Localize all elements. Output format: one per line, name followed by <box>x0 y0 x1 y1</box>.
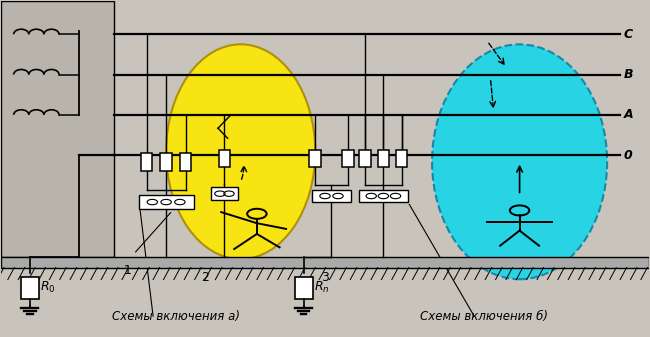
Ellipse shape <box>166 44 315 259</box>
Bar <box>312 190 351 203</box>
Bar <box>141 153 153 171</box>
Bar <box>179 153 191 171</box>
Bar <box>342 150 354 167</box>
Bar <box>359 190 408 203</box>
Ellipse shape <box>432 44 607 279</box>
Text: C: C <box>623 28 632 41</box>
Bar <box>1 1 114 257</box>
Text: 2: 2 <box>201 271 209 284</box>
Text: Схемы включения а): Схемы включения а) <box>112 310 240 323</box>
Text: Схемы включения б): Схемы включения б) <box>420 310 548 323</box>
Bar <box>161 153 172 171</box>
Text: 1: 1 <box>124 264 131 277</box>
Bar <box>294 277 313 299</box>
Text: A: A <box>623 108 633 121</box>
Bar <box>1 257 649 268</box>
Text: $R_n$: $R_n$ <box>314 280 330 295</box>
Text: 3: 3 <box>321 271 329 284</box>
Bar <box>21 277 39 299</box>
Bar <box>378 150 389 167</box>
Bar <box>396 150 408 167</box>
Text: B: B <box>623 68 633 81</box>
Bar <box>218 150 230 167</box>
Bar <box>309 150 321 167</box>
Text: 0: 0 <box>623 149 632 161</box>
Bar <box>138 195 194 209</box>
Bar <box>211 187 238 200</box>
Text: $R_0$: $R_0$ <box>40 280 56 295</box>
Bar <box>359 150 371 167</box>
